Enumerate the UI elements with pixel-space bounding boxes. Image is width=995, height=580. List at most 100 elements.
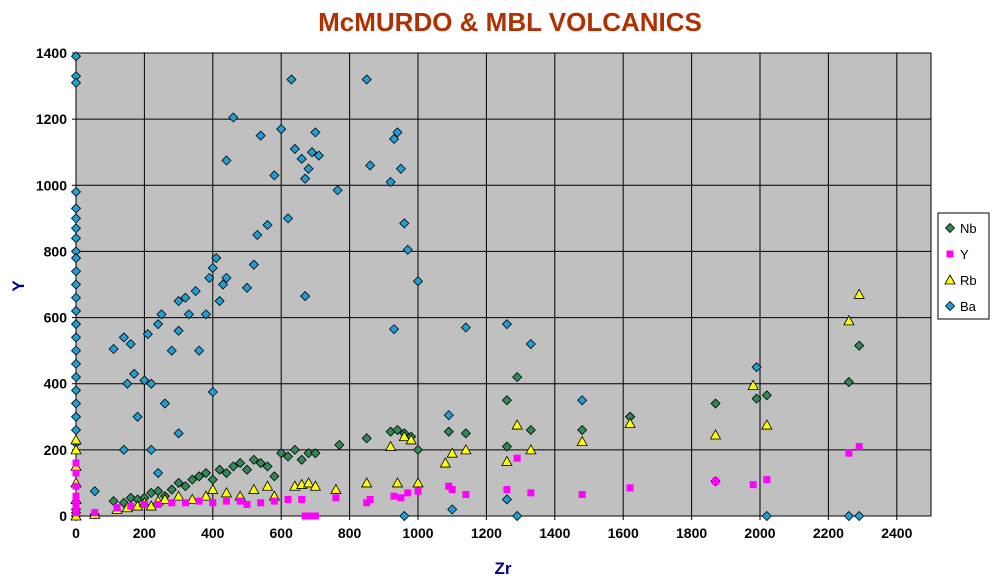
point-ba [173, 428, 184, 439]
point-ba [159, 398, 170, 409]
point-y [462, 491, 470, 499]
point-ba [70, 213, 82, 224]
point-ba [173, 325, 184, 336]
legend-marker-rb [944, 274, 956, 285]
point-ba [296, 153, 307, 164]
point-rb [412, 477, 424, 488]
point-ba [153, 467, 164, 479]
x-tick-label: 0 [72, 525, 80, 541]
point-y [366, 495, 374, 503]
point-y [301, 512, 309, 520]
point-nb [235, 458, 246, 469]
point-ba [388, 324, 400, 335]
point-nb [214, 464, 225, 475]
y-tick-label: 1200 [36, 111, 67, 127]
point-ba [262, 219, 273, 231]
point-ba [204, 272, 215, 283]
point-rb [200, 490, 212, 501]
point-ba [751, 362, 762, 373]
point-ba [108, 343, 119, 355]
point-ba [173, 295, 184, 307]
point-rb [709, 429, 722, 440]
point-ba [241, 282, 253, 293]
point-ba [70, 332, 82, 343]
point-rb [361, 477, 373, 488]
point-y [749, 481, 757, 489]
point-ba [761, 510, 772, 522]
point-y [397, 494, 405, 502]
point-ba [70, 186, 82, 197]
point-y [298, 495, 306, 503]
point-ba [89, 486, 100, 497]
point-y [91, 509, 99, 517]
point-rb [511, 419, 523, 430]
point-ba [70, 203, 82, 214]
y-ticks: 0 200 400 600 800 1000 1200 1400 [36, 45, 76, 524]
point-nb [200, 467, 212, 479]
point-y [72, 499, 80, 507]
point-ba [70, 266, 82, 277]
point-y [763, 476, 771, 484]
point-ba [214, 295, 225, 307]
point-rb [172, 490, 185, 501]
point-nb [255, 458, 266, 469]
point-y [72, 469, 80, 477]
point-y [222, 497, 230, 505]
point-y [712, 477, 720, 485]
point-y [72, 492, 80, 500]
point-rb [186, 493, 198, 504]
y-tick-label: 1000 [36, 177, 67, 193]
point-ba [332, 185, 343, 196]
point-y [243, 500, 251, 508]
point-ba [70, 398, 82, 409]
point-nb [166, 484, 177, 495]
point-ba [70, 372, 82, 383]
point-ba [399, 510, 410, 522]
point-ba [70, 51, 82, 62]
point-y [527, 489, 535, 497]
point-nb [282, 451, 294, 462]
point-rb [576, 435, 588, 446]
point-ba [443, 410, 454, 421]
point-nb [577, 424, 588, 436]
point-nb [221, 467, 232, 479]
point-nb [501, 441, 512, 452]
point-ba [122, 378, 133, 389]
point-y [390, 492, 398, 500]
x-tick-label: 1600 [608, 525, 639, 541]
point-nb [262, 461, 273, 472]
point-y [72, 459, 80, 467]
point-ba [385, 176, 396, 188]
point-y [626, 484, 634, 492]
point-rb [460, 444, 472, 455]
point-ba [276, 123, 287, 135]
grid [76, 52, 932, 516]
point-y [154, 500, 162, 508]
x-tick-label: 2400 [881, 525, 912, 541]
point-rb [405, 434, 417, 445]
point-y [181, 499, 189, 507]
legend-label-rb: Rb [960, 273, 977, 288]
x-tick-label: 1800 [676, 525, 707, 541]
point-ba [310, 127, 321, 138]
point-y [127, 502, 135, 510]
point-ba [211, 252, 222, 264]
point-nb [303, 448, 314, 459]
point-ba [70, 223, 82, 234]
x-tick-label: 2200 [813, 525, 844, 541]
x-tick-label: 800 [338, 525, 362, 541]
point-ba [255, 130, 266, 141]
point-ba [207, 262, 218, 274]
point-nb [310, 448, 321, 459]
point-ba [221, 272, 232, 283]
point-rb [761, 419, 773, 430]
legend-label-ba: Ba [960, 299, 977, 314]
x-tick-label: 2000 [744, 525, 775, 541]
point-ba [207, 386, 218, 398]
point-y [404, 489, 412, 497]
point-rb [248, 483, 260, 494]
point-ba [501, 494, 512, 505]
point-y [72, 482, 80, 490]
y-tick-label: 400 [44, 376, 68, 392]
point-ba [286, 74, 297, 85]
